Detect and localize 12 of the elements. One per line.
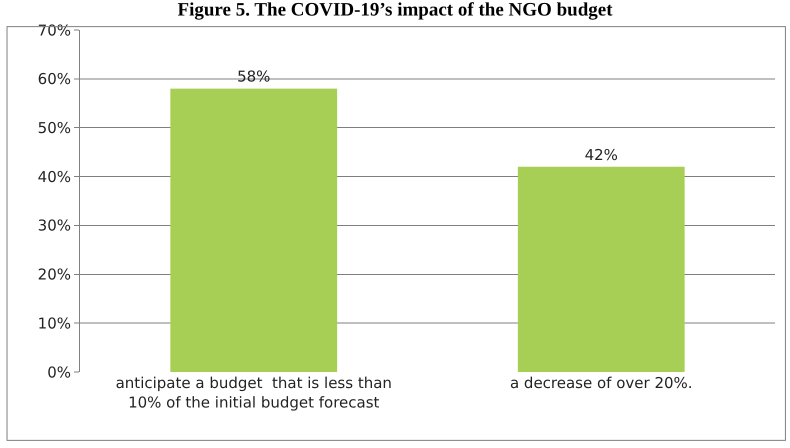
y-tick-label: 0% bbox=[47, 363, 71, 382]
y-tick-label: 20% bbox=[38, 266, 71, 284]
y-tick-label: 30% bbox=[38, 216, 71, 235]
y-tick-label: 10% bbox=[38, 314, 71, 332]
y-tick-label: 50% bbox=[38, 118, 71, 137]
x-tick-label: anticipate a budget that is less than 10% of the initial budget forecast bbox=[116, 374, 392, 412]
y-tick-label: 40% bbox=[38, 168, 71, 186]
chart-title: Figure 5. The COVID-19’s impact of the NGO budget bbox=[177, 0, 614, 21]
data-label: 42% bbox=[584, 146, 618, 164]
y-tick-label: 60% bbox=[38, 70, 71, 88]
x-tick-label: a decrease of over 20%. bbox=[510, 374, 693, 392]
y-tick-label: 70% bbox=[38, 21, 71, 40]
